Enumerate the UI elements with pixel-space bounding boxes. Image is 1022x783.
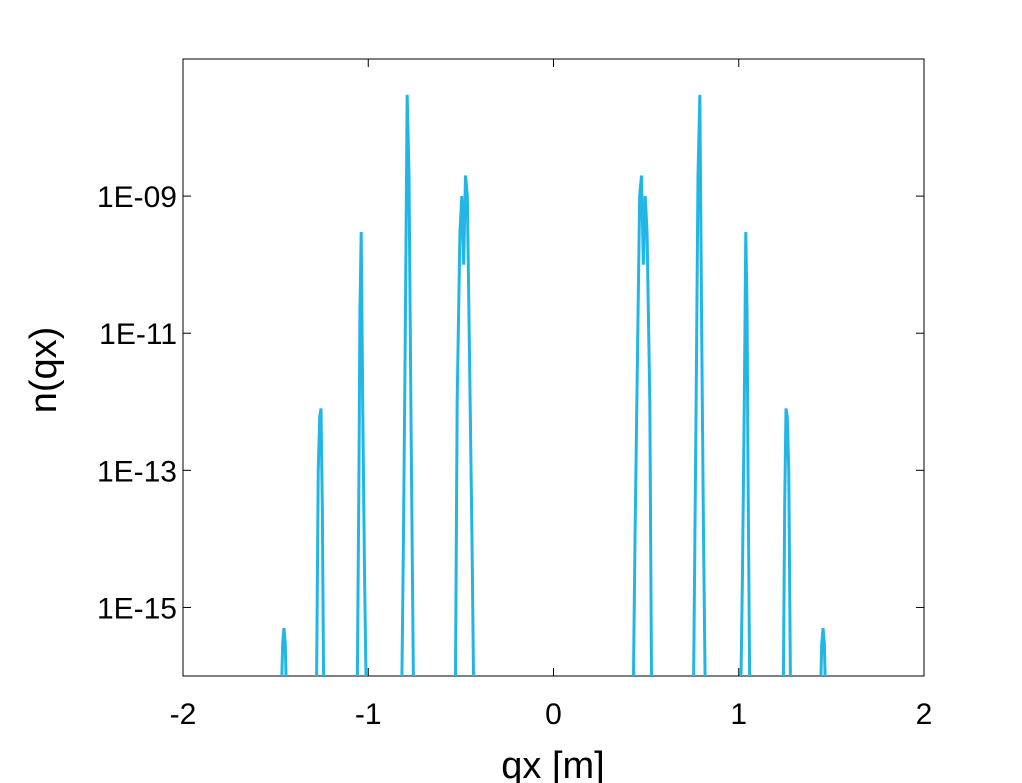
y-tick-label: 1E-11 <box>99 318 177 351</box>
plot-frame <box>182 58 925 677</box>
x-tick-label: 2 <box>916 698 933 731</box>
y-axis-label: n(qx) <box>23 327 65 414</box>
x-tick-label: 1 <box>730 698 747 731</box>
y-tick-label: 1E-15 <box>97 592 177 625</box>
y-tick-label: 1E-09 <box>97 181 177 214</box>
y-tick-label: 1E-13 <box>97 455 177 488</box>
x-axis-label: qx [m] <box>501 745 604 783</box>
x-tick-label: 0 <box>545 698 562 731</box>
x-tick-label: -2 <box>170 698 197 731</box>
x-tick-label: -1 <box>355 698 382 731</box>
